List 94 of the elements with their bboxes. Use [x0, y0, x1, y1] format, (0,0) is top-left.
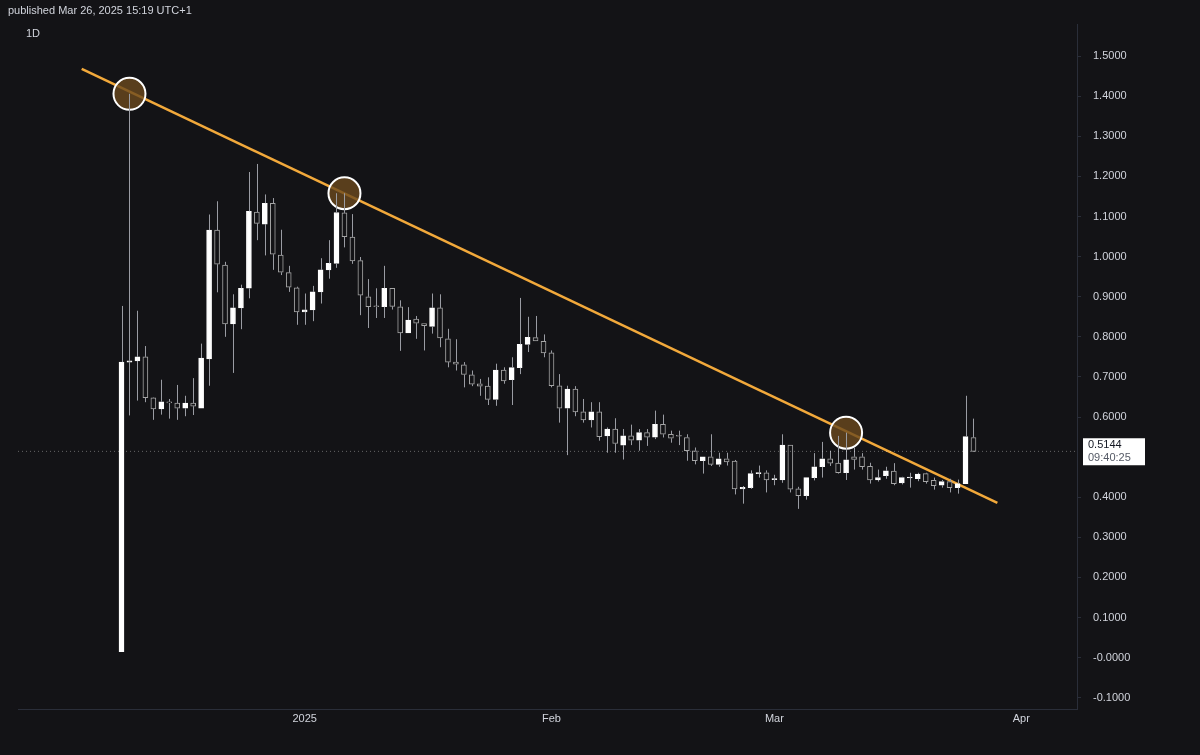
y-tick-label: 0.4000 [1093, 490, 1127, 503]
candlestick [628, 424, 634, 446]
y-tick-label: 0.1000 [1093, 610, 1127, 623]
candlestick [596, 401, 603, 442]
candlestick [285, 265, 292, 293]
candlestick [795, 486, 802, 510]
x-tick-label: Apr [1012, 712, 1031, 725]
candlestick [254, 163, 260, 241]
point [112, 76, 147, 111]
candlestick [174, 384, 181, 421]
candlestick [381, 265, 388, 319]
candlestick [715, 452, 722, 468]
candlestick [445, 328, 451, 368]
candlestick [190, 377, 196, 416]
candlestick [405, 306, 411, 334]
y-tick-label: 0.9000 [1093, 289, 1127, 302]
candlestick [668, 430, 674, 444]
candlestick [891, 462, 897, 486]
y-tick-label: 0.8000 [1093, 329, 1127, 342]
candlestick [851, 447, 857, 471]
text: published Mar 26, 2025 15:19 UTC+1 [8, 4, 192, 17]
candlestick [636, 428, 642, 452]
candlestick [612, 417, 619, 454]
candlestick [389, 287, 396, 311]
candlestick [899, 477, 905, 485]
x-tick-label: 2025 [292, 712, 317, 725]
candlestick [437, 293, 443, 348]
point [829, 415, 864, 450]
candlestick [182, 395, 189, 417]
candlestick [461, 361, 467, 388]
chart-title: 1D [26, 27, 41, 40]
candlestick [421, 323, 427, 351]
candlestick [859, 452, 865, 471]
candlestick [867, 462, 873, 485]
candlestick [166, 398, 173, 420]
y-tick-label: 0.2000 [1093, 570, 1127, 583]
candlestick [262, 193, 268, 256]
candlestick [198, 343, 204, 409]
candlestick [819, 441, 826, 479]
candlestick [397, 299, 404, 352]
x-tick-label: Feb [542, 712, 561, 725]
candlestick [652, 410, 658, 440]
candlestick [206, 214, 212, 387]
candlestick [835, 435, 841, 474]
text: 09:40:25 [1088, 451, 1131, 464]
candlestick [158, 379, 165, 416]
candlestick [293, 287, 300, 326]
candlestick [230, 293, 236, 374]
x-tick-label: Mar [764, 712, 785, 725]
y-tick-label: 1.4000 [1093, 89, 1127, 102]
candlestick [373, 287, 380, 319]
candlestick [660, 414, 666, 438]
point [327, 176, 362, 211]
candlestick [684, 433, 690, 462]
candlestick [922, 473, 929, 485]
candlestick [277, 229, 284, 276]
y-tick-label: -0.0000 [1093, 650, 1131, 663]
candlestick [906, 472, 913, 489]
candlestick [803, 477, 810, 501]
candlestick [811, 452, 818, 481]
candlestick [954, 479, 961, 495]
candlestick [222, 261, 228, 338]
candlestick [214, 200, 220, 293]
candlestick [604, 426, 611, 454]
y-tick-label: 0.7000 [1093, 369, 1127, 382]
candlestick [620, 428, 626, 461]
y-tick-label: 1.5000 [1093, 49, 1127, 62]
y-tick-label: 0.3000 [1093, 530, 1127, 543]
candlestick [492, 363, 499, 407]
y-tick-label: 1.2000 [1093, 169, 1127, 182]
candlestick [644, 428, 650, 447]
candlestick [484, 376, 491, 406]
candlestick [238, 284, 244, 330]
y-tick-label: 1.1000 [1093, 209, 1127, 222]
y-tick-label: -0.1000 [1093, 690, 1131, 703]
candlestick [269, 197, 276, 271]
candlestick [707, 433, 714, 467]
candlestick [883, 466, 889, 480]
candlestick [676, 430, 682, 446]
candlestick [588, 401, 595, 428]
candlestick [246, 171, 252, 299]
candlestick [469, 370, 475, 387]
candlestick [938, 479, 945, 489]
candlestick [500, 366, 507, 385]
ref-line-label: 0.5144 [1088, 438, 1122, 451]
y-tick-label: 0.6000 [1093, 410, 1127, 423]
y-tick-label: 1.3000 [1093, 129, 1127, 142]
candlestick [827, 450, 833, 467]
candlestick [476, 378, 483, 397]
y-tick-label: 1.0000 [1093, 249, 1127, 262]
candlestick [413, 315, 419, 340]
candlestick [429, 293, 435, 335]
candlestick [875, 469, 881, 483]
candlestick [699, 456, 706, 475]
